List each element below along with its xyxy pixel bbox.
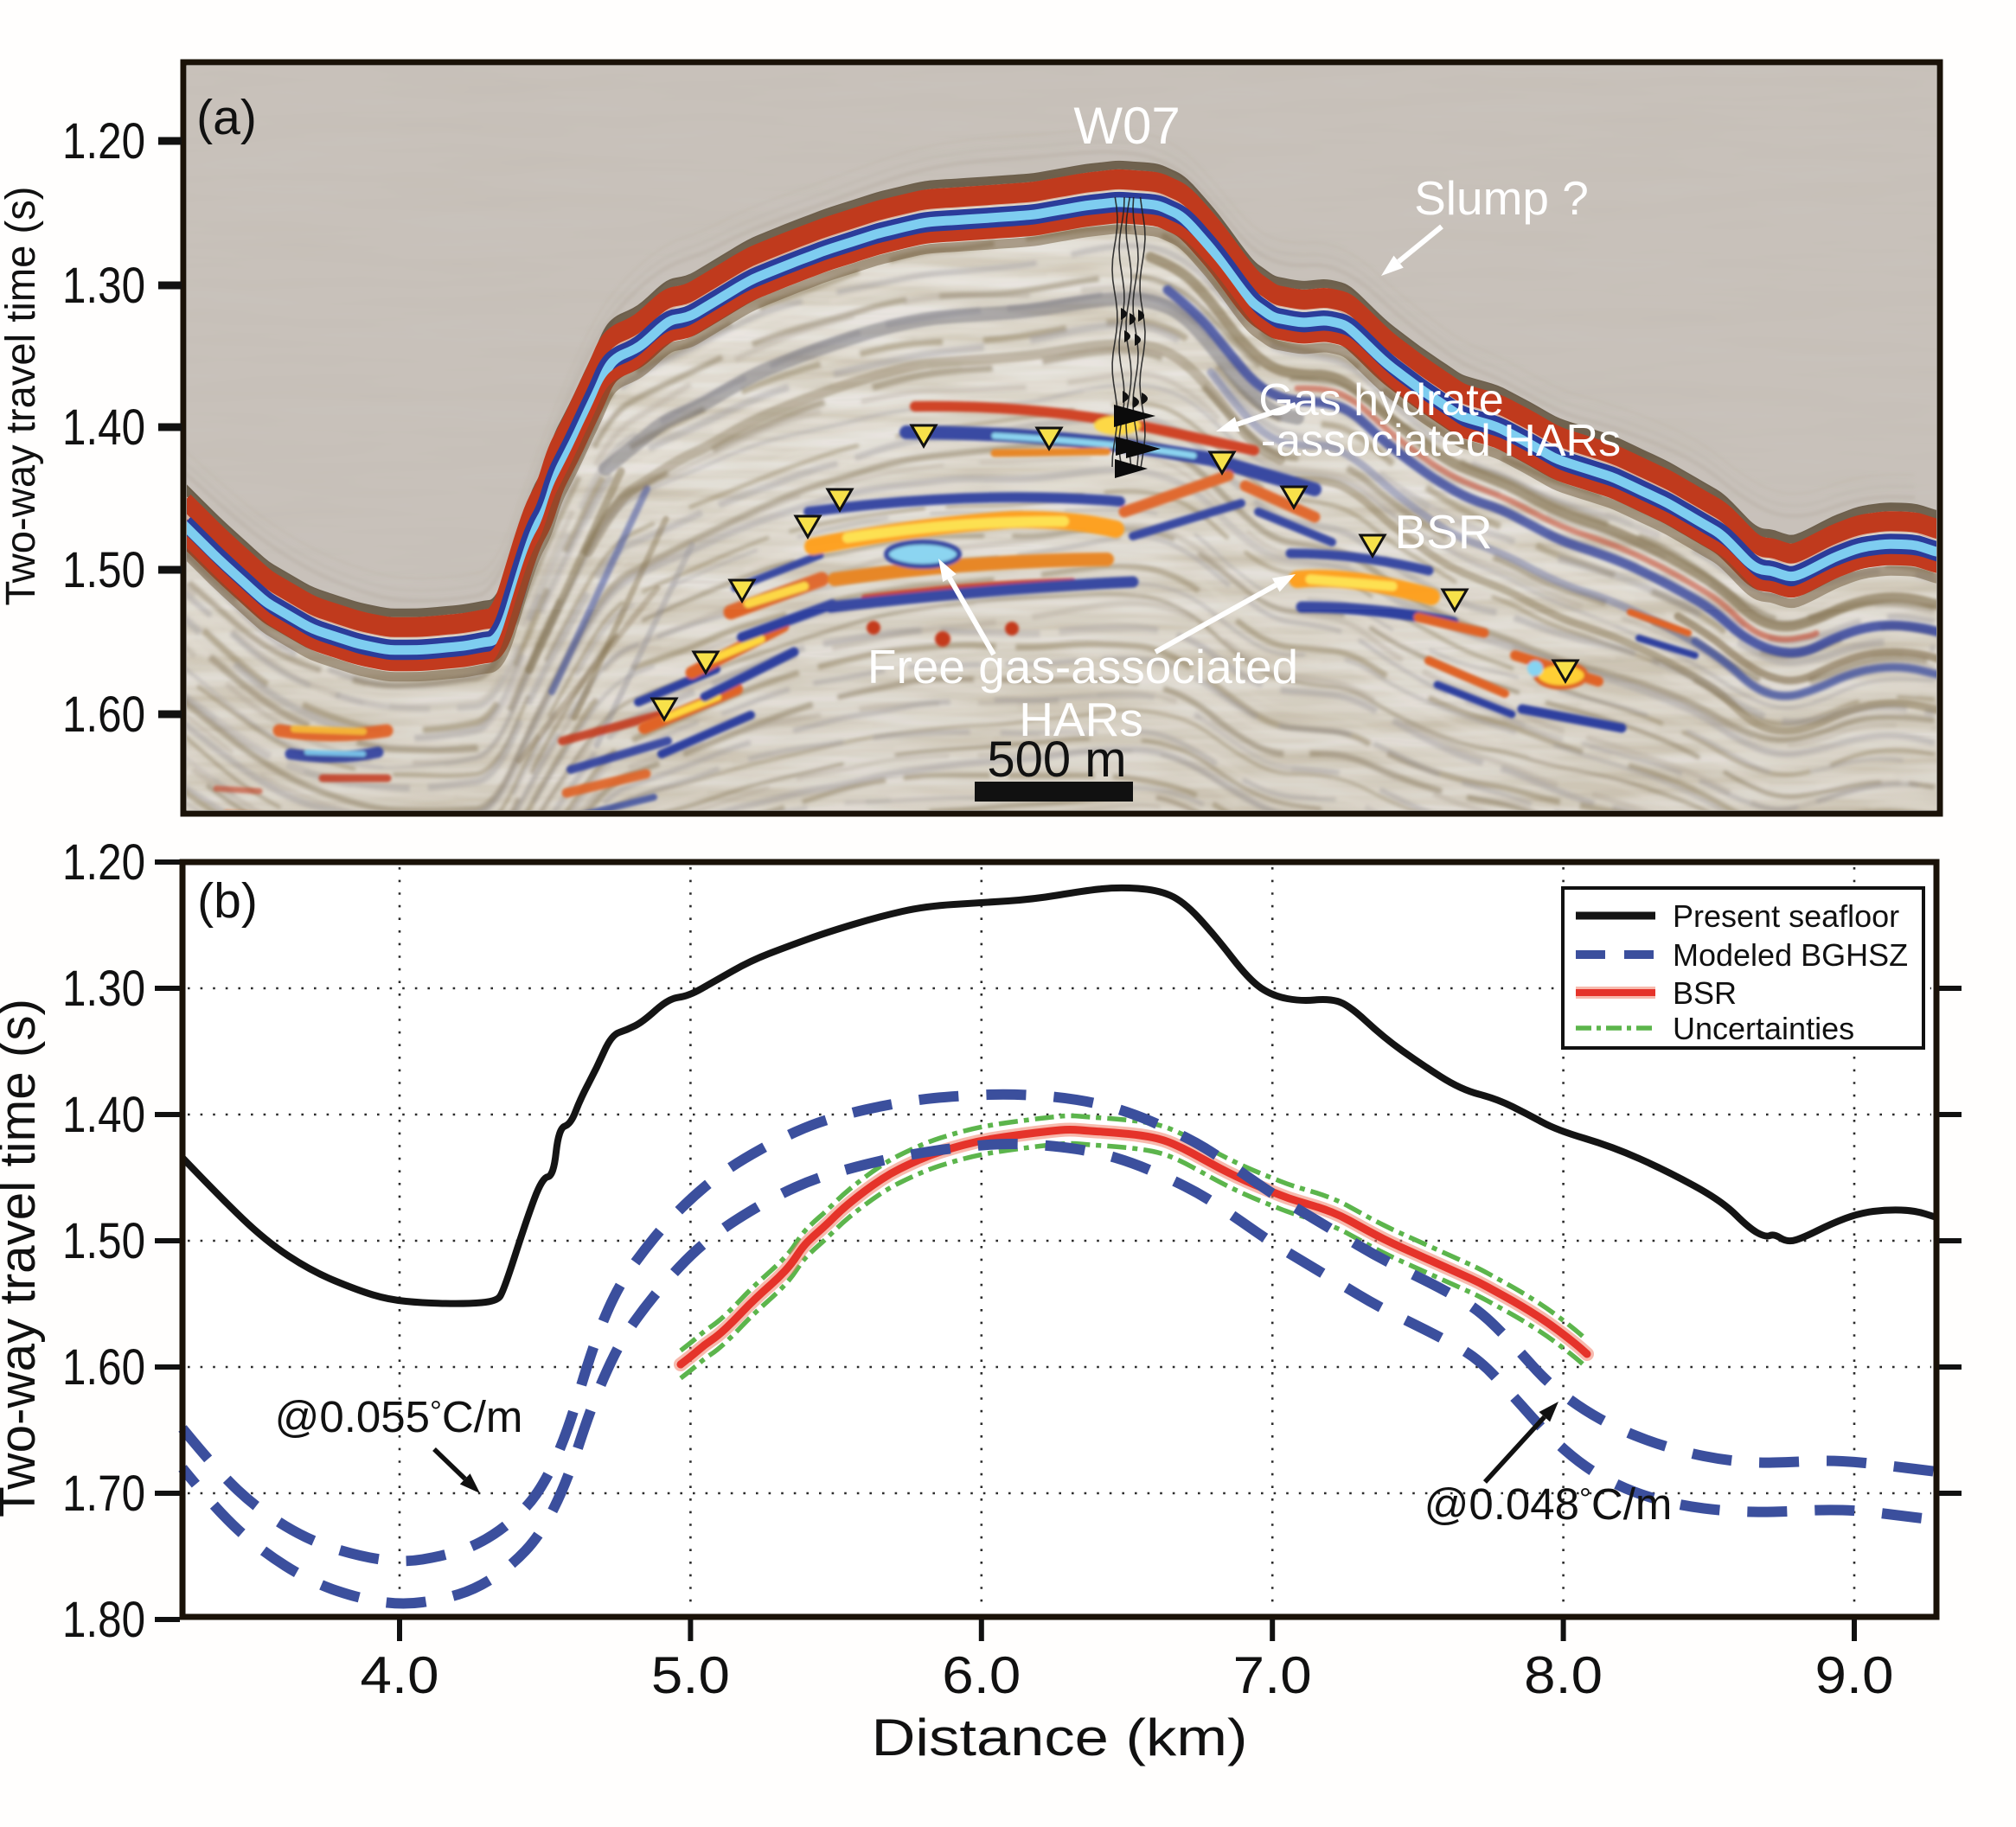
svg-text:Present seafloor: Present seafloor	[1673, 898, 1899, 934]
svg-text:@0.048°C/m: @0.048°C/m	[1424, 1479, 1673, 1529]
svg-text:1.30: 1.30	[62, 258, 145, 314]
svg-text:W07: W07	[1073, 97, 1180, 155]
svg-text:@0.055°C/m: @0.055°C/m	[275, 1392, 523, 1441]
svg-text:1.60: 1.60	[62, 687, 145, 743]
svg-text:BSR: BSR	[1394, 505, 1492, 559]
svg-text:Two-way travel time (s): Two-way travel time (s)	[0, 999, 46, 1517]
svg-text:1.50: 1.50	[62, 1213, 145, 1269]
svg-text:1.30: 1.30	[62, 961, 145, 1017]
svg-text:Distance (km): Distance (km)	[872, 1709, 1248, 1766]
svg-text:1.70: 1.70	[62, 1466, 145, 1522]
svg-text:1.50: 1.50	[62, 542, 145, 598]
svg-text:1.40: 1.40	[62, 1087, 145, 1143]
svg-text:(b): (b)	[197, 873, 258, 929]
svg-text:Gas hydrate: Gas hydrate	[1258, 375, 1503, 425]
svg-text:7.0: 7.0	[1233, 1646, 1312, 1704]
svg-text:(a): (a)	[196, 90, 257, 145]
svg-text:Modeled BGHSZ: Modeled BGHSZ	[1673, 937, 1908, 973]
svg-text:BSR: BSR	[1673, 975, 1737, 1011]
svg-text:-associated HARs: -associated HARs	[1261, 416, 1621, 466]
svg-text:Two-way travel time (s): Two-way travel time (s)	[0, 187, 44, 606]
svg-text:Free gas-associated: Free gas-associated	[867, 640, 1298, 693]
svg-text:Uncertainties: Uncertainties	[1673, 1011, 1854, 1046]
svg-text:1.20: 1.20	[62, 834, 145, 891]
svg-text:1.40: 1.40	[62, 399, 145, 456]
svg-text:5.0: 5.0	[651, 1646, 730, 1704]
svg-text:9.0: 9.0	[1815, 1646, 1894, 1704]
svg-text:6.0: 6.0	[942, 1646, 1021, 1704]
svg-text:Slump ?: Slump ?	[1414, 171, 1589, 225]
svg-text:4.0: 4.0	[361, 1646, 439, 1704]
svg-text:8.0: 8.0	[1524, 1646, 1603, 1704]
svg-text:1.20: 1.20	[62, 113, 145, 169]
svg-text:1.80: 1.80	[62, 1592, 145, 1648]
svg-text:1.60: 1.60	[62, 1339, 145, 1396]
svg-text:HARs: HARs	[1019, 693, 1143, 746]
svg-text:500 m: 500 m	[987, 731, 1126, 788]
